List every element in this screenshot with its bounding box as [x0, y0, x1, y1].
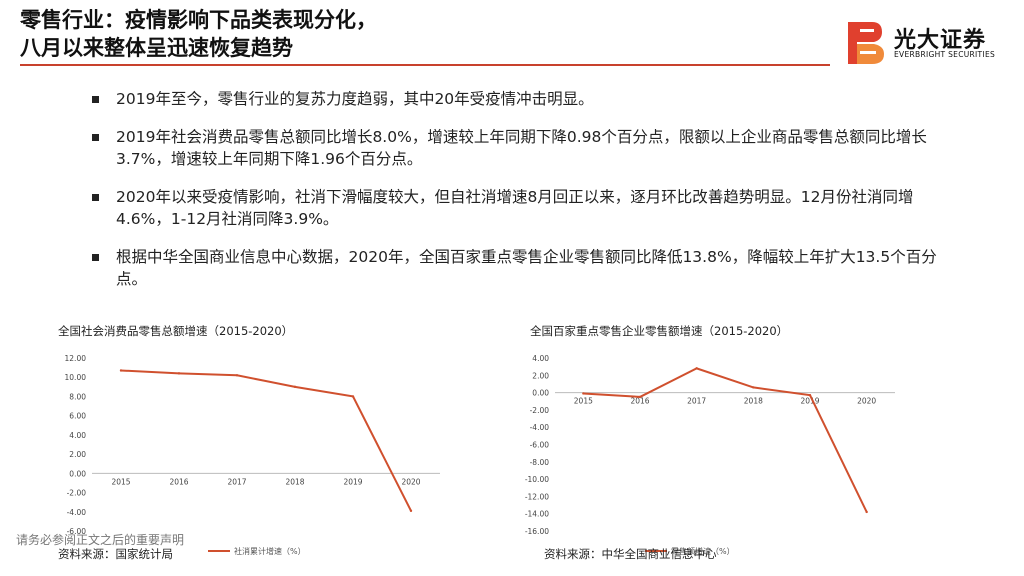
x-tick-label: 2017 — [687, 397, 706, 406]
data-point — [638, 395, 642, 399]
data-point — [293, 385, 297, 389]
y-tick-label: -6.00 — [530, 441, 550, 450]
y-tick-label: -6.00 — [67, 527, 87, 536]
bullet-square-icon — [92, 194, 99, 201]
x-tick-label: 2020 — [401, 477, 420, 486]
y-tick-label: 0.00 — [69, 469, 86, 478]
bullet-text: 2019年至今，零售行业的复苏力度趋弱，其中20年受疫情冲击明显。 — [116, 90, 594, 108]
x-tick-label: 2017 — [227, 477, 246, 486]
bullet-square-icon — [92, 254, 99, 261]
bullet-square-icon — [92, 96, 99, 103]
y-tick-label: -2.00 — [530, 406, 550, 415]
y-tick-label: 0.00 — [532, 389, 549, 398]
logo-english-name: EVERBRIGHT SECURITIES — [894, 50, 996, 59]
y-tick-label: -12.00 — [525, 492, 549, 501]
chart-2-plot: 4.00 2.00 0.00 -2.00 -4.00 -6.00 -8.00 -10.00 -1… — [525, 354, 895, 556]
chart-1-title: 全国社会消费品零售总额增速（2015-2020） — [58, 324, 294, 338]
x-tick-label: 2020 — [857, 397, 876, 406]
bullet-list: 2019年至今，零售行业的复苏力度趋弱，其中20年受疫情冲击明显。 2019年社… — [92, 88, 952, 306]
x-tick-label: 2015 — [111, 477, 130, 486]
chart-1-plot: 12.00 10.00 8.00 6.00 4.00 2.00 0.00 -2.00 -4.00… — [65, 354, 440, 556]
x-tick-label: 2019 — [800, 397, 819, 406]
data-point — [808, 393, 812, 397]
y-tick-label: -8.00 — [530, 458, 550, 467]
y-tick-label: -4.00 — [530, 423, 550, 432]
data-point — [351, 395, 355, 398]
x-tick-label: 2019 — [343, 477, 362, 486]
bullet-text: 根据中华全国商业信息中心数据，2020年，全国百家重点零售企业零售额同比降低13… — [116, 248, 937, 288]
series-line — [120, 369, 412, 512]
y-tick-label: -2.00 — [67, 489, 87, 498]
logo-name: 光大证券 — [894, 28, 987, 53]
data-point — [752, 386, 755, 389]
chart-2-source: 资料来源：中华全国商业信息中心 — [544, 547, 717, 561]
data-point — [177, 372, 181, 375]
title-underline — [20, 64, 830, 66]
y-tick-label: -14.00 — [525, 510, 549, 519]
data-point — [695, 367, 698, 370]
y-tick-label: 4.00 — [69, 431, 86, 440]
bullet-item: 2019年至今，零售行业的复苏力度趋弱，其中20年受疫情冲击明显。 — [92, 88, 952, 110]
bullet-item: 根据中华全国商业信息中心数据，2020年，全国百家重点零售企业零售额同比降低13… — [92, 246, 952, 290]
series-line — [583, 367, 868, 513]
data-point — [409, 509, 413, 513]
disclaimer-text: 请务必参阅正文之后的重要声明 — [16, 533, 185, 547]
x-tick-label: 2018 — [744, 397, 763, 406]
y-tick-label: -4.00 — [67, 508, 87, 517]
y-tick-label: -10.00 — [525, 475, 549, 484]
x-tick-label: 2018 — [285, 477, 304, 486]
y-tick-label: 12.00 — [65, 354, 87, 363]
bullet-item: 2020年以来受疫情影响，社消下滑幅度较大，但自社消增速8月回正以来，逐月环比改… — [92, 186, 952, 230]
legend-label: 社消累计增速（%） — [234, 546, 306, 556]
everbright-logo-icon — [848, 22, 884, 64]
chart-1-source: 资料来源：国家统计局 — [58, 547, 173, 561]
x-tick-label: 2015 — [574, 397, 593, 406]
title-line-2: 八月以来整体呈迅速恢复趋势 — [20, 36, 293, 60]
y-tick-label: 8.00 — [69, 392, 86, 401]
bullet-text: 2019年社会消费品零售总额同比增长8.0%，增速较上年同期下降0.98个百分点… — [116, 128, 927, 168]
y-tick-label: 4.00 — [532, 354, 549, 363]
y-tick-label: -16.00 — [525, 527, 549, 536]
bullet-item: 2019年社会消费品零售总额同比增长8.0%，增速较上年同期下降0.98个百分点… — [92, 126, 952, 170]
y-tick-label: 2.00 — [69, 450, 86, 459]
y-tick-label: 2.00 — [532, 371, 549, 380]
bullet-text: 2020年以来受疫情影响，社消下滑幅度较大，但自社消增速8月回正以来，逐月环比改… — [116, 188, 914, 228]
bullet-square-icon — [92, 134, 99, 141]
company-logo: 光大证券 EVERBRIGHT SECURITIES — [846, 20, 1016, 66]
chart-2-title: 全国百家重点零售企业零售额增速（2015-2020） — [530, 324, 789, 338]
title-line-1: 零售行业：疫情影响下品类表现分化， — [20, 8, 377, 32]
y-tick-label: 10.00 — [65, 373, 87, 382]
data-point — [235, 374, 239, 377]
data-point — [865, 510, 868, 514]
data-point — [119, 369, 123, 372]
legend-label: 零售额增速（%） — [671, 546, 735, 556]
x-tick-label: 2016 — [630, 397, 649, 406]
y-tick-label: 6.00 — [69, 412, 86, 421]
x-tick-label: 2016 — [169, 477, 188, 486]
data-point — [582, 392, 585, 395]
page-title: 零售行业：疫情影响下品类表现分化， 八月以来整体呈迅速恢复趋势 — [20, 6, 820, 62]
